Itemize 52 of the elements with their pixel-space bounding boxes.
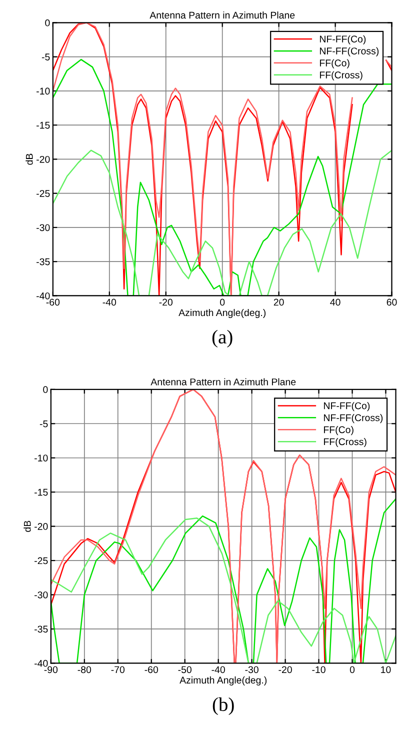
y-tick-label: -30 — [36, 224, 50, 232]
x-tick-label: -20 — [278, 666, 292, 674]
y-tick-label: -10 — [34, 454, 48, 462]
x-tick-label: -60 — [144, 666, 158, 674]
x-tick-label: -50 — [178, 666, 192, 674]
y-tick-label: -15 — [36, 122, 50, 129]
y-tick-label: -30 — [34, 591, 48, 598]
legend-label: NF-FF(Cross) — [320, 47, 379, 56]
y-tick-label: 0 — [45, 19, 50, 26]
x-tick-label: 20 — [274, 298, 284, 306]
legend-label: FF(Cross) — [320, 71, 362, 80]
y-tick-label: -40 — [34, 660, 48, 667]
y-tick-label: -5 — [42, 54, 50, 60]
x-tick-label: 0 — [220, 298, 225, 306]
legend-label: FF(Co) — [320, 59, 350, 68]
y-tick-label: -10 — [36, 88, 50, 95]
x-tick-label: -40 — [212, 666, 225, 674]
text: (b) — [212, 697, 234, 716]
y-tick-label: -40 — [36, 292, 50, 300]
y-tick-label: 0 — [43, 386, 48, 394]
y-axis-title: dB — [26, 154, 33, 165]
legend-label: NF-FF(Co) — [320, 35, 366, 44]
x-tick-label: 40 — [330, 298, 340, 306]
x-axis-title: Azimuth Angle(deg.) — [178, 308, 266, 318]
x-tick-label: -90 — [44, 666, 58, 674]
legend-label: FF(Co) — [324, 426, 354, 436]
x-tick-label: -10 — [312, 666, 326, 674]
x-tick-label: -40 — [102, 298, 116, 306]
x-tick-label: 10 — [381, 666, 391, 674]
x-tick-label: -60 — [46, 298, 60, 306]
y-axis-title: dB — [24, 520, 31, 532]
x-axis-title: Azimuth Angle(deg.) — [180, 676, 267, 686]
x-tick-label: -30 — [245, 666, 258, 674]
y-tick-label: -5 — [40, 420, 48, 428]
legend-label: FF(Cross) — [324, 438, 366, 448]
y-tick-label: -35 — [34, 626, 48, 633]
legend-label: NF-FF(Cross) — [324, 414, 383, 424]
y-tick-label: -35 — [36, 258, 50, 266]
chart-title: Antenna Pattern in Azimuth Plane — [150, 11, 295, 19]
x-tick-label: -70 — [111, 666, 125, 674]
legend-label: NF-FF(Co) — [324, 402, 370, 412]
x-tick-label: 60 — [386, 298, 397, 306]
x-tick-label: -80 — [78, 666, 92, 674]
y-tick-label: -15 — [34, 488, 48, 496]
chart-title: Antenna Pattern in Azimuth Plane — [150, 378, 296, 386]
x-tick-label: -20 — [159, 298, 173, 306]
y-tick-label: -25 — [34, 557, 48, 564]
x-tick-label: 0 — [350, 666, 355, 674]
text: (a) — [212, 330, 232, 348]
y-tick-label: -20 — [34, 523, 48, 530]
y-tick-label: -20 — [36, 156, 50, 163]
y-tick-label: -25 — [36, 190, 50, 197]
